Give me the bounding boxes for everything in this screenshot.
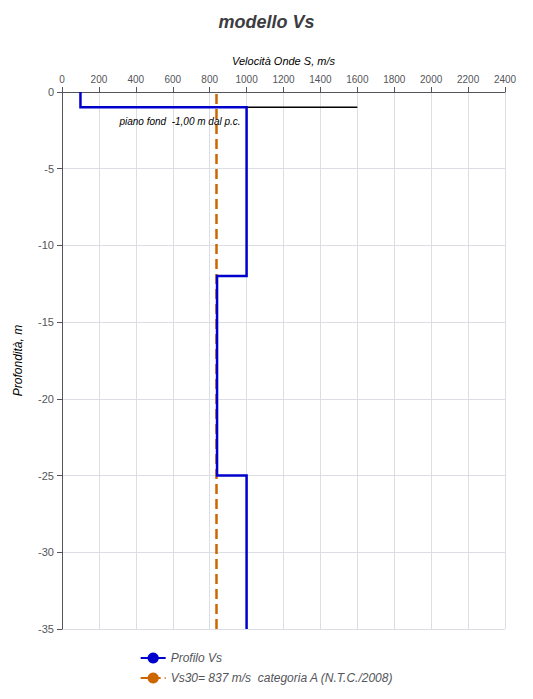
svg-text:Profilo Vs: Profilo Vs (171, 651, 222, 665)
svg-text:modello Vs: modello Vs (218, 12, 314, 32)
svg-text:piano fond -1,00 m dal p.c.: piano fond -1,00 m dal p.c. (118, 116, 240, 127)
svg-text:Vs30= 837 m/s categoria A (N.: Vs30= 837 m/s categoria A (N.T.C./2008) (171, 671, 393, 685)
svg-text:-5: -5 (44, 163, 54, 175)
svg-text:-35: -35 (38, 623, 54, 635)
svg-text:-15: -15 (38, 316, 54, 328)
svg-text:1000: 1000 (235, 74, 258, 85)
svg-text:-30: -30 (38, 546, 54, 558)
svg-text:-25: -25 (38, 470, 54, 482)
svg-text:2200: 2200 (457, 74, 480, 85)
svg-text:1600: 1600 (346, 74, 369, 85)
svg-text:600: 600 (164, 74, 181, 85)
svg-text:2000: 2000 (420, 74, 443, 85)
svg-text:1400: 1400 (309, 74, 332, 85)
svg-text:0: 0 (48, 86, 54, 98)
svg-text:-10: -10 (38, 239, 54, 251)
svg-text:0: 0 (59, 74, 65, 85)
svg-text:200: 200 (91, 74, 108, 85)
svg-text:Velocità Onde S, m/s: Velocità Onde S, m/s (232, 55, 335, 67)
svg-text:Profondità, m: Profondità, m (11, 325, 25, 396)
svg-text:2400: 2400 (494, 74, 517, 85)
svg-text:800: 800 (201, 74, 218, 85)
svg-text:1800: 1800 (383, 74, 406, 85)
svg-text:-20: -20 (38, 393, 54, 405)
svg-text:400: 400 (127, 74, 144, 85)
svg-text:1200: 1200 (272, 74, 295, 85)
